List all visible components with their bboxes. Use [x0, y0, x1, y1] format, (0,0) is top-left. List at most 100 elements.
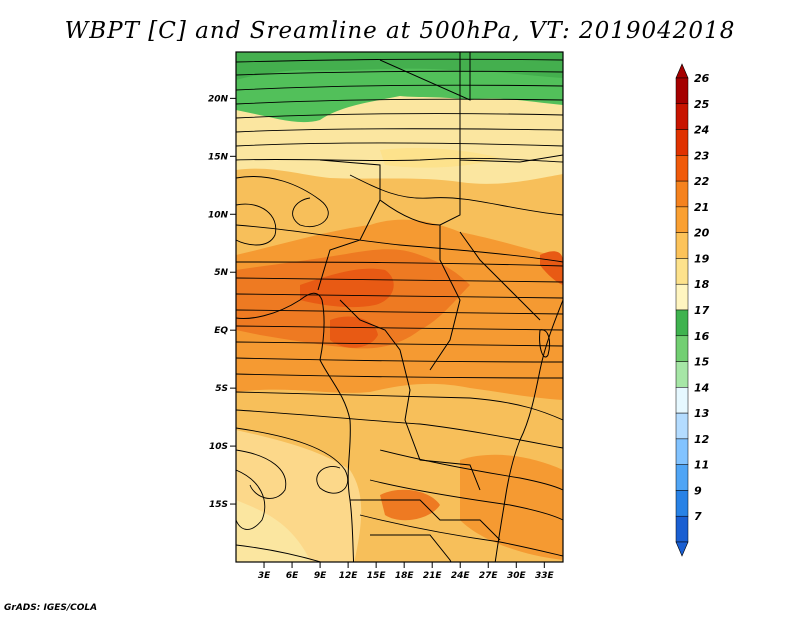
colorbar-swatch — [675, 412, 689, 440]
colorbar-label: 26 — [694, 72, 710, 85]
streamline — [236, 142, 563, 147]
streamline — [236, 427, 348, 494]
colorbar-swatch — [675, 438, 689, 465]
lon-tick-label: 30E — [507, 571, 527, 581]
colorbar-min-arrow — [675, 541, 689, 557]
chart-title: WBPT [C] and Sreamline at 500hPa, VT: 20… — [64, 18, 736, 44]
lon-tick-label: 18E — [395, 571, 415, 581]
streamline — [369, 479, 563, 521]
colorbar-swatch — [675, 232, 689, 259]
colorbar-label: 11 — [694, 459, 709, 472]
coastline — [236, 292, 355, 562]
colorbar-label: 9 — [694, 484, 702, 497]
border — [379, 52, 471, 101]
coastline — [494, 299, 563, 562]
streamline — [236, 113, 563, 119]
colorbar-swatch — [675, 103, 689, 130]
lat-tick-label: 10N — [208, 210, 229, 220]
lon-tick-label: 9E — [314, 571, 327, 581]
streamline — [236, 58, 563, 63]
streamline — [236, 224, 563, 263]
colorbar-label: 23 — [694, 149, 710, 162]
border — [429, 225, 461, 371]
colorbar-swatch — [675, 283, 689, 311]
colorbar-swatch — [675, 206, 689, 233]
border — [317, 159, 381, 291]
streamline — [236, 469, 266, 530]
colorbar-max-arrow — [675, 63, 689, 79]
border — [459, 52, 563, 163]
colorbar-label: 12 — [694, 433, 710, 446]
colorbar-swatch — [675, 129, 689, 156]
colorbar-swatch — [675, 464, 689, 491]
streamline — [349, 174, 563, 216]
colorbar-swatch — [675, 258, 689, 285]
colorbar-label: 20 — [694, 227, 710, 240]
colorbar-label: 21 — [694, 201, 709, 214]
streamline — [359, 514, 563, 557]
streamline — [236, 128, 563, 133]
lon-tick-label: 27E — [479, 571, 499, 581]
streamline — [236, 203, 277, 246]
latitude-axis: 20N 15N 10N 5N EQ 5S 10S 15S — [208, 94, 236, 510]
colorbar-label: 18 — [694, 278, 710, 291]
map-panel: 20N 15N 10N 5N EQ 5S 10S 15S 3E 6E 9E 12E 15E 18E 21E… — [208, 51, 710, 581]
lon-tick-label: 6E — [286, 571, 299, 581]
lat-tick-label: 15N — [208, 152, 229, 162]
lat-tick-label: EQ — [214, 326, 228, 336]
streamline — [236, 544, 323, 562]
lon-tick-label: 15E — [367, 571, 387, 581]
border — [339, 299, 481, 491]
colorbar-label: 16 — [694, 330, 710, 343]
wbpt-shading — [236, 52, 563, 562]
streamline — [236, 357, 563, 363]
country-borders — [236, 52, 563, 562]
lat-tick-label: 15S — [209, 500, 228, 510]
streamline — [236, 157, 563, 163]
grads-credit: GrADS: IGES/COLA — [4, 603, 98, 613]
streamline — [236, 373, 563, 379]
lon-tick-label: 3E — [258, 571, 271, 581]
lat-tick-label: 10S — [209, 442, 228, 452]
streamline — [236, 70, 563, 76]
lon-tick-label: 24E — [451, 571, 471, 581]
streamlines — [236, 58, 563, 562]
streamline — [236, 98, 563, 105]
map-frame — [235, 51, 564, 563]
border — [350, 499, 501, 541]
colorbar-label: 22 — [694, 175, 710, 188]
colorbar-label: 15 — [694, 356, 710, 369]
lat-tick-label: 5S — [215, 384, 228, 394]
border — [370, 534, 452, 562]
longitude-axis: 3E 6E 9E 12E 15E 18E 21E 24E 27E 30E 33E — [258, 562, 555, 581]
lon-tick-label: 33E — [535, 571, 555, 581]
lon-tick-label: 12E — [339, 571, 359, 581]
streamline — [236, 391, 563, 421]
colorbar-swatch — [675, 515, 689, 543]
streamline — [236, 261, 563, 267]
colorbar-label: 19 — [694, 252, 710, 265]
streamline — [236, 449, 287, 499]
colorbar: 26 25 24 23 22 21 20 19 18 17 16 15 14 13 12 11 9 7 — [675, 63, 710, 557]
colorbar-label: 13 — [694, 407, 710, 420]
colorbar-label: 25 — [694, 98, 710, 111]
colorbar-swatch — [675, 155, 689, 182]
streamline — [236, 84, 563, 91]
lon-tick-label: 21E — [423, 571, 443, 581]
colorbar-swatch — [675, 180, 689, 208]
streamline — [379, 449, 563, 491]
colorbar-swatch — [675, 309, 689, 337]
colorbar-swatch — [675, 335, 689, 362]
border — [459, 231, 541, 321]
streamline — [236, 176, 329, 227]
colorbar-swatch — [675, 361, 689, 388]
lake — [539, 329, 551, 358]
colorbar-swatch — [675, 77, 689, 105]
colorbar-swatch — [675, 387, 689, 414]
lat-tick-label: 20N — [208, 94, 229, 104]
lat-tick-label: 5N — [214, 268, 228, 278]
colorbar-label: 24 — [694, 124, 709, 137]
colorbar-swatch — [675, 490, 689, 517]
colorbar-label: 14 — [694, 381, 709, 394]
colorbar-label: 7 — [694, 510, 702, 523]
